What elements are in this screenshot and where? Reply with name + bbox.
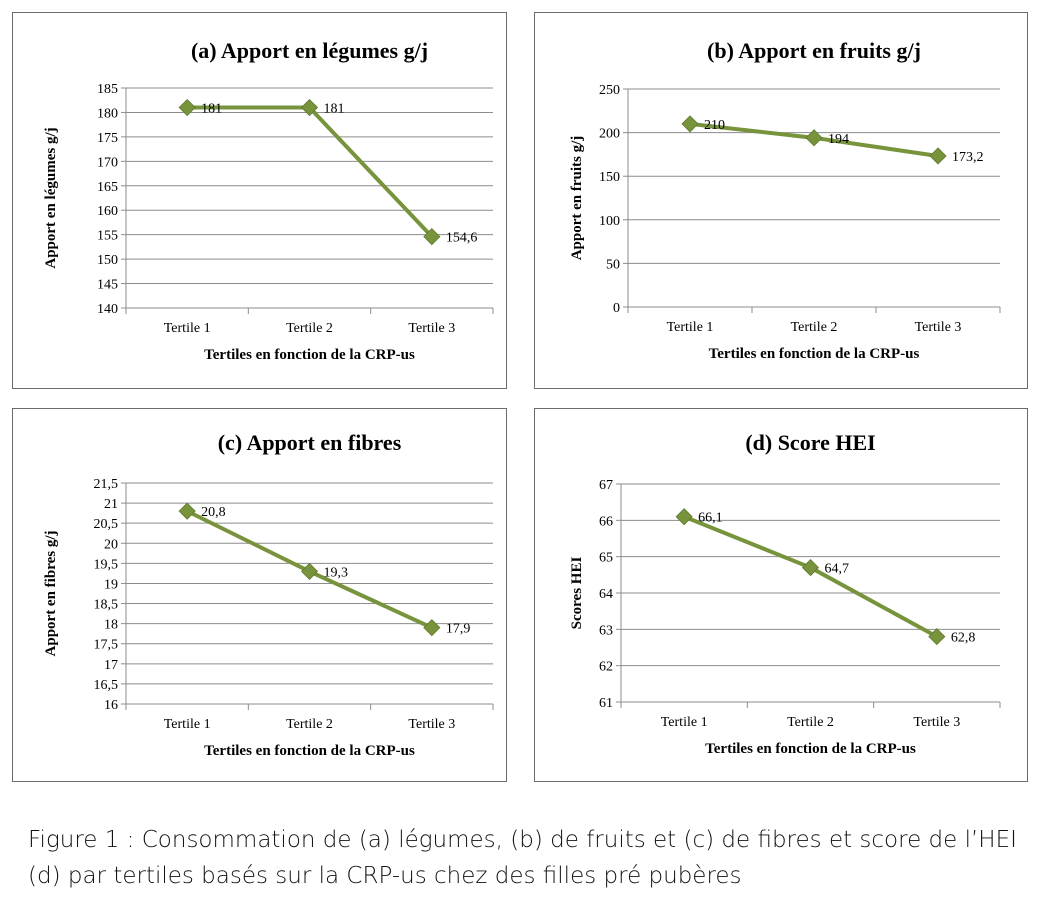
y-tick-label: 145 <box>97 278 118 293</box>
data-label: 181 <box>324 102 345 117</box>
series-line <box>683 514 938 639</box>
data-point <box>681 115 699 133</box>
data-point <box>178 98 196 117</box>
data-point <box>805 129 823 147</box>
data-label: 20,8 <box>201 505 226 520</box>
y-axis-title: Scores HEI <box>569 557 585 630</box>
x-tick-label: Tertile 1 <box>661 715 708 730</box>
data-label: 173,2 <box>952 150 984 165</box>
x-axis-title: Tertiles en fonction de la CRP-us <box>709 346 920 362</box>
x-tick-label: Tertile 2 <box>286 717 333 732</box>
y-tick-label: 150 <box>97 253 118 268</box>
y-axis-title: Apport en fibres g/j <box>43 531 59 657</box>
y-tick-label: 155 <box>97 229 118 244</box>
x-tick-label: Tertile 2 <box>787 715 834 730</box>
x-tick-label: Tertile 2 <box>286 321 333 336</box>
y-tick-label: 20,5 <box>94 517 119 532</box>
x-axis-title: Tertiles en fonction de la CRP-us <box>705 741 916 757</box>
x-tick-label: Tertile 3 <box>408 321 455 336</box>
y-axis-title: Apport en légumes g/j <box>43 127 59 268</box>
y-tick-label: 165 <box>97 180 118 195</box>
x-tick-label: Tertile 3 <box>915 320 962 335</box>
y-tick-label: 175 <box>97 131 118 146</box>
x-tick-label: Tertile 1 <box>164 321 211 336</box>
y-tick-label: 160 <box>97 204 118 219</box>
chart-title: (b) Apport en fruits g/j <box>707 38 921 63</box>
y-tick-label: 170 <box>97 155 118 170</box>
y-tick-label: 18,5 <box>94 598 119 613</box>
y-tick-label: 64 <box>599 587 613 602</box>
y-tick-label: 20 <box>104 537 118 552</box>
y-tick-label: 21,5 <box>94 477 119 492</box>
y-tick-label: 50 <box>606 257 620 272</box>
data-point <box>300 98 319 117</box>
x-axis-title: Tertiles en fonction de la CRP-us <box>204 743 415 759</box>
chart-title: (d) Score HEI <box>745 430 875 455</box>
y-tick-label: 19 <box>104 577 118 592</box>
y-tick-label: 17,5 <box>94 638 119 653</box>
data-point <box>423 228 441 246</box>
x-tick-label: Tertile 1 <box>667 320 714 335</box>
chart-panel-d: (d) Score HEI 61 62 63 64 65 66 67 Tertile 1 Tert… <box>534 408 1028 782</box>
y-tick-label: 100 <box>599 214 620 229</box>
data-label: 19,3 <box>324 565 349 580</box>
y-tick-label: 180 <box>97 106 118 121</box>
chart-title: (c) Apport en fibres <box>218 430 402 455</box>
chart-panel-a: (a) Apport en légumes g/j 140 145 150 155 160… <box>12 12 507 389</box>
chart-panel-b: (b) Apport en fruits g/j 0 50 100 150 200 250 T… <box>534 12 1028 389</box>
x-tick-label: Tertile 2 <box>791 320 838 335</box>
y-tick-label: 66 <box>599 514 613 529</box>
y-tick-label: 16,5 <box>94 678 119 693</box>
data-point <box>300 562 319 580</box>
chart-svg: (b) Apport en fruits g/j 0 50 100 150 200 250 T… <box>569 38 1001 362</box>
data-label: 17,9 <box>446 622 471 637</box>
y-tick-label: 65 <box>599 551 613 566</box>
x-axis-title: Tertiles en fonction de la CRP-us <box>204 347 415 363</box>
y-tick-label: 21 <box>104 497 118 512</box>
y-tick-label: 61 <box>599 696 613 711</box>
y-tick-label: 17 <box>104 658 118 673</box>
y-tick-label: 140 <box>97 302 118 317</box>
y-tick-label: 185 <box>97 82 118 97</box>
data-point <box>675 508 693 526</box>
x-tick-label: Tertile 3 <box>408 717 455 732</box>
data-point <box>423 619 441 637</box>
figure-caption: Figure 1 : Consommation de (a) légumes, … <box>28 827 1017 889</box>
y-tick-label: 150 <box>599 170 620 185</box>
y-tick-label: 67 <box>599 478 613 493</box>
chart-svg: (d) Score HEI 61 62 63 64 65 66 67 Tertile 1 Tert… <box>569 430 1001 757</box>
series-line <box>187 105 434 238</box>
y-tick-label: 62 <box>599 660 613 675</box>
data-point <box>928 628 946 646</box>
y-tick-label: 19,5 <box>94 557 119 572</box>
data-label: 194 <box>828 132 849 147</box>
y-axis-title: Apport en fruits g/j <box>569 136 585 261</box>
x-tick-label: Tertile 3 <box>913 715 960 730</box>
chart-panel-c: (c) Apport en fibres 16 16,5 17 17,5 18 18,5 19… <box>12 408 507 782</box>
y-tick-label: 18 <box>104 618 118 633</box>
data-label: 210 <box>704 118 725 133</box>
y-tick-label: 16 <box>104 698 118 713</box>
data-label: 62,8 <box>951 631 976 646</box>
chart-svg: (c) Apport en fibres 16 16,5 17 17,5 18 18,5 19… <box>43 430 494 759</box>
y-tick-label: 200 <box>599 127 620 142</box>
data-label: 66,1 <box>698 511 723 526</box>
x-tick-label: Tertile 1 <box>164 717 211 732</box>
chart-svg: (a) Apport en légumes g/j 140 145 150 155 160… <box>43 38 494 363</box>
data-point <box>801 559 820 577</box>
y-tick-label: 250 <box>599 83 620 98</box>
y-tick-label: 0 <box>613 301 620 316</box>
data-label: 154,6 <box>446 231 478 246</box>
data-label: 181 <box>201 102 222 117</box>
data-point <box>178 502 196 520</box>
chart-title: (a) Apport en légumes g/j <box>191 38 428 63</box>
data-point <box>929 147 947 165</box>
data-label: 64,7 <box>825 562 850 577</box>
y-tick-label: 63 <box>599 623 613 638</box>
